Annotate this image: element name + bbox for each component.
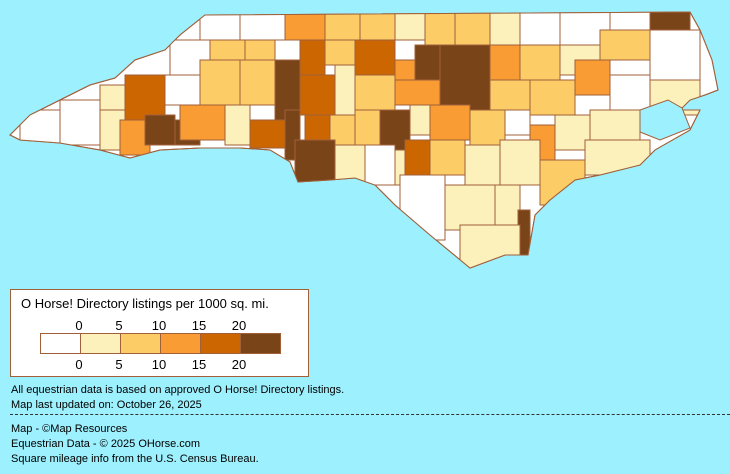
county[interactable] [324,39,356,66]
divider [10,414,730,415]
north-carolina-map [9,10,719,270]
county[interactable] [464,144,501,186]
tick: 10 [151,318,167,333]
county[interactable] [529,79,576,116]
updated-note: Map last updated on: October 26, 2025 [11,399,202,411]
county[interactable] [574,59,611,96]
counties [19,10,701,270]
swatch-1 [81,334,121,353]
notes: All equestrian data is based on approved… [11,383,344,413]
county[interactable] [294,139,336,186]
county[interactable] [399,174,446,241]
credits: Map - ©Map Resources Equestrian Data - ©… [11,422,259,467]
county[interactable] [649,29,701,81]
county[interactable] [164,74,201,106]
data-note: All equestrian data is based on approved… [11,384,345,396]
county[interactable] [499,139,541,186]
tick: 0 [75,357,83,372]
tick: 20 [231,318,247,333]
tick: 15 [191,357,207,372]
county[interactable] [599,29,651,61]
county[interactable] [299,74,336,116]
county[interactable] [199,10,241,41]
legend-title: O Horse! Directory listings per 1000 sq.… [21,296,269,311]
county[interactable] [394,59,416,81]
legend: O Horse! Directory listings per 1000 sq.… [10,289,309,377]
census-credit: Square mileage info from the U.S. Census… [11,453,259,465]
county[interactable] [519,44,561,81]
county[interactable] [304,114,331,141]
county[interactable] [609,74,651,111]
county[interactable] [239,59,276,106]
tick: 5 [115,357,123,372]
county[interactable] [394,79,441,106]
county[interactable] [354,74,396,111]
county[interactable] [469,109,506,146]
tick: 15 [191,318,207,333]
county[interactable] [19,109,61,146]
swatch-5 [241,334,280,353]
legend-color-bar [40,333,281,354]
county[interactable] [244,39,276,61]
county[interactable] [439,44,491,111]
county[interactable] [394,10,426,41]
tick: 0 [75,318,83,333]
county[interactable] [494,184,521,231]
county[interactable] [504,109,531,136]
county[interactable] [404,139,431,176]
county[interactable] [454,10,491,46]
county[interactable] [489,10,521,46]
tick: 5 [115,318,123,333]
county[interactable] [414,44,441,81]
county[interactable] [409,104,431,136]
tick: 10 [151,357,167,372]
county[interactable] [489,44,521,81]
county[interactable] [354,109,381,146]
county[interactable] [179,104,226,141]
county[interactable] [199,59,241,106]
county[interactable] [589,109,641,141]
county[interactable] [584,139,651,176]
county[interactable] [364,144,396,186]
county[interactable] [609,10,651,31]
county[interactable] [249,119,286,149]
county[interactable] [59,99,101,146]
county[interactable] [429,104,471,141]
swatch-2 [121,334,161,353]
county[interactable] [334,64,356,116]
county[interactable] [489,79,531,111]
county[interactable] [299,39,326,76]
county[interactable] [519,10,561,46]
county[interactable] [444,184,496,231]
data-credit: Equestrian Data - © 2025 OHorse.com [11,438,201,450]
swatch-0 [41,334,81,353]
county[interactable] [459,224,521,270]
tick: 20 [231,357,247,372]
county[interactable] [539,159,586,206]
map-credit: Map - ©Map Resources [11,423,128,435]
county[interactable] [424,10,456,46]
county[interactable] [354,39,396,76]
county[interactable] [99,84,126,111]
pamlico-sound [639,99,691,141]
county[interactable] [144,114,176,146]
swatch-3 [161,334,201,353]
county[interactable] [124,74,166,121]
swatch-4 [201,334,241,353]
county[interactable] [224,104,251,146]
county[interactable] [429,139,466,176]
